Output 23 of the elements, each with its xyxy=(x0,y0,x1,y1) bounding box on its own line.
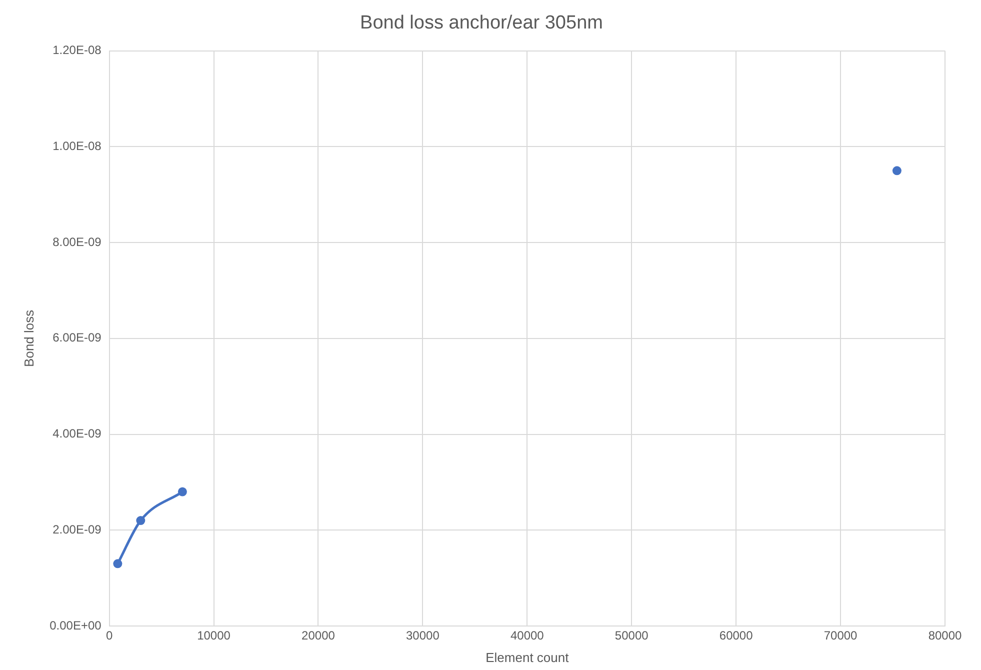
point xyxy=(892,166,902,176)
x-axis-title: Element count xyxy=(486,650,570,665)
y-axis-title: Bond loss xyxy=(21,309,36,367)
x-tick-label: 10000 xyxy=(197,628,231,643)
x-tick-label: 0 xyxy=(106,628,113,643)
x-tick-label: 50000 xyxy=(614,628,649,643)
point xyxy=(136,516,146,526)
x-tick-label: 70000 xyxy=(824,628,858,643)
y-tick-label: 1.00E-08 xyxy=(52,138,102,153)
x-tick-label: 40000 xyxy=(510,628,544,643)
point xyxy=(178,487,187,496)
y-tick-label: 0.00E+00 xyxy=(50,618,102,632)
x-tick-label: 80000 xyxy=(928,628,962,643)
y-tick-label: 8.00E-09 xyxy=(52,234,102,249)
y-tick-label: 2.00E-09 xyxy=(52,522,102,536)
y-tick-label: 1.20E-08 xyxy=(52,43,102,58)
x-tick-label: 60000 xyxy=(719,628,754,643)
y-tick-label: 6.00E-09 xyxy=(52,330,102,345)
x-tick-label: 30000 xyxy=(406,628,440,643)
chart-title: Bond loss anchor/ear 305nm xyxy=(360,12,603,34)
y-tick-label: 4.00E-09 xyxy=(52,426,102,441)
x-tick-label: 20000 xyxy=(302,628,336,643)
point xyxy=(113,559,122,568)
